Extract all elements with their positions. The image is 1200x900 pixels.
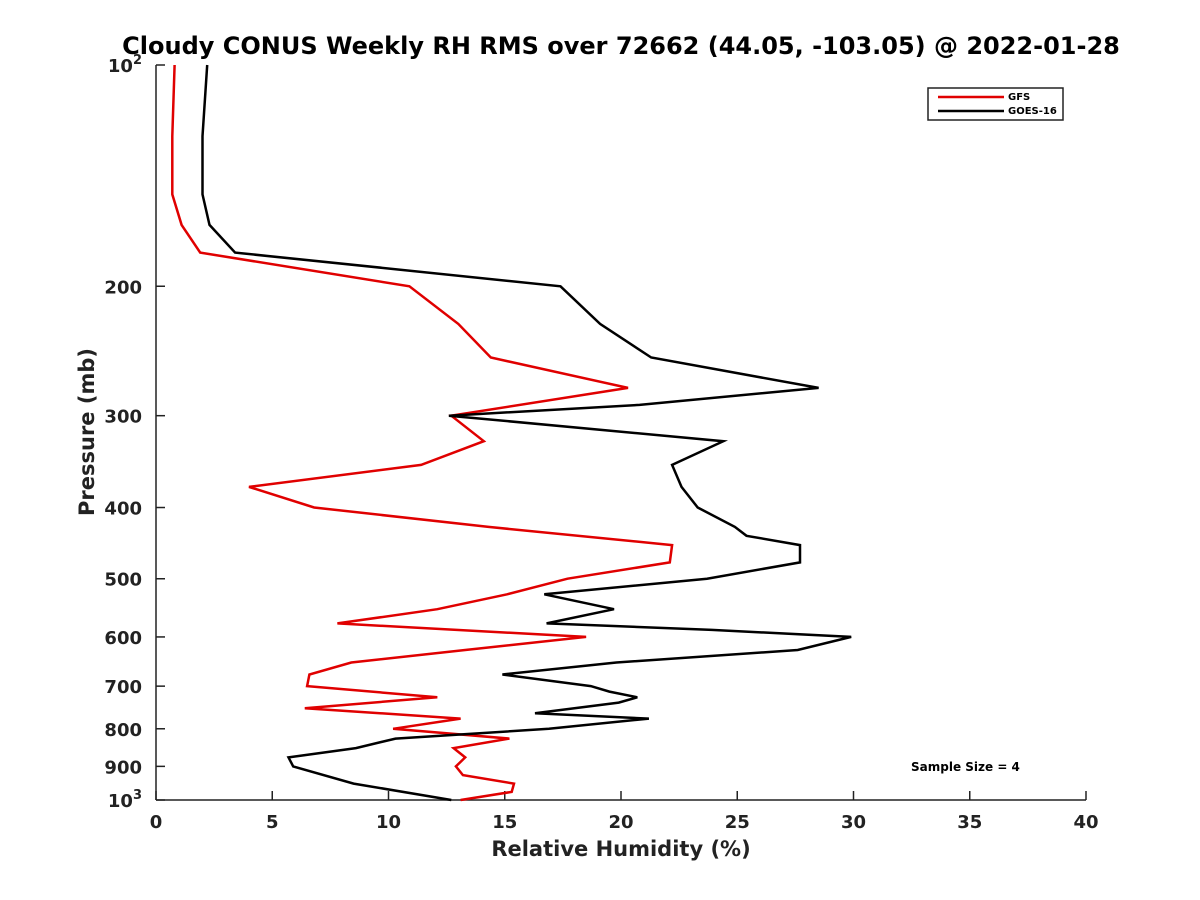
series-line-gfs xyxy=(171,64,674,802)
y-tick-label-base: 10 xyxy=(108,791,133,812)
x-tick-label: 25 xyxy=(725,812,750,833)
y-tick-label: 600 xyxy=(104,628,142,649)
x-tick-label: 30 xyxy=(841,812,866,833)
x-tick-label: 20 xyxy=(608,812,633,833)
y-tick-label: 400 xyxy=(104,499,142,520)
x-tick-label: 0 xyxy=(150,812,163,833)
sample-size-annotation: Sample Size = 4 xyxy=(911,760,1020,774)
legend: GFS GOES-16 xyxy=(927,87,1064,121)
x-tick-label: 35 xyxy=(957,812,982,833)
y-tick-label-exponent: 3 xyxy=(133,788,142,803)
chart-title: Cloudy CONUS Weekly RH RMS over 72662 (4… xyxy=(122,32,1120,60)
y-tick-label: 102 xyxy=(108,53,142,77)
x-tick-label: 15 xyxy=(492,812,517,833)
y-tick-label: 800 xyxy=(104,720,142,741)
y-tick-label: 900 xyxy=(104,757,142,778)
y-tick-label-exponent: 2 xyxy=(133,53,142,68)
y-tick-label: 500 xyxy=(104,570,142,591)
y-tick-label: 200 xyxy=(104,277,142,298)
y-axis-label: Pressure (mb) xyxy=(75,348,99,516)
series-line-goes16 xyxy=(201,64,852,802)
x-tick-label: 10 xyxy=(376,812,401,833)
legend-label-goes16: GOES-16 xyxy=(1008,106,1057,117)
series-layer xyxy=(171,64,852,802)
x-tick-label: 40 xyxy=(1073,812,1098,833)
x-tick-label: 5 xyxy=(266,812,279,833)
legend-box xyxy=(927,87,1064,121)
y-tick-label: 300 xyxy=(104,407,142,428)
y-tick-label: 700 xyxy=(104,677,142,698)
y-tick-label-base: 10 xyxy=(108,56,133,77)
x-axis-label: Relative Humidity (%) xyxy=(491,837,750,861)
y-tick-label: 103 xyxy=(108,788,142,812)
x-ticks: 0 5 10 15 20 25 30 35 40 xyxy=(150,791,1099,833)
legend-label-gfs: GFS xyxy=(1008,92,1030,103)
